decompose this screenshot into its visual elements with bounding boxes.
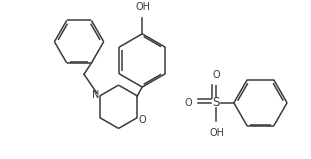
Text: OH: OH xyxy=(136,2,151,12)
Text: OH: OH xyxy=(210,128,225,138)
Text: S: S xyxy=(212,96,220,109)
Text: N: N xyxy=(92,90,100,100)
Text: O: O xyxy=(138,115,146,125)
Text: O: O xyxy=(185,98,192,108)
Text: O: O xyxy=(212,70,220,80)
